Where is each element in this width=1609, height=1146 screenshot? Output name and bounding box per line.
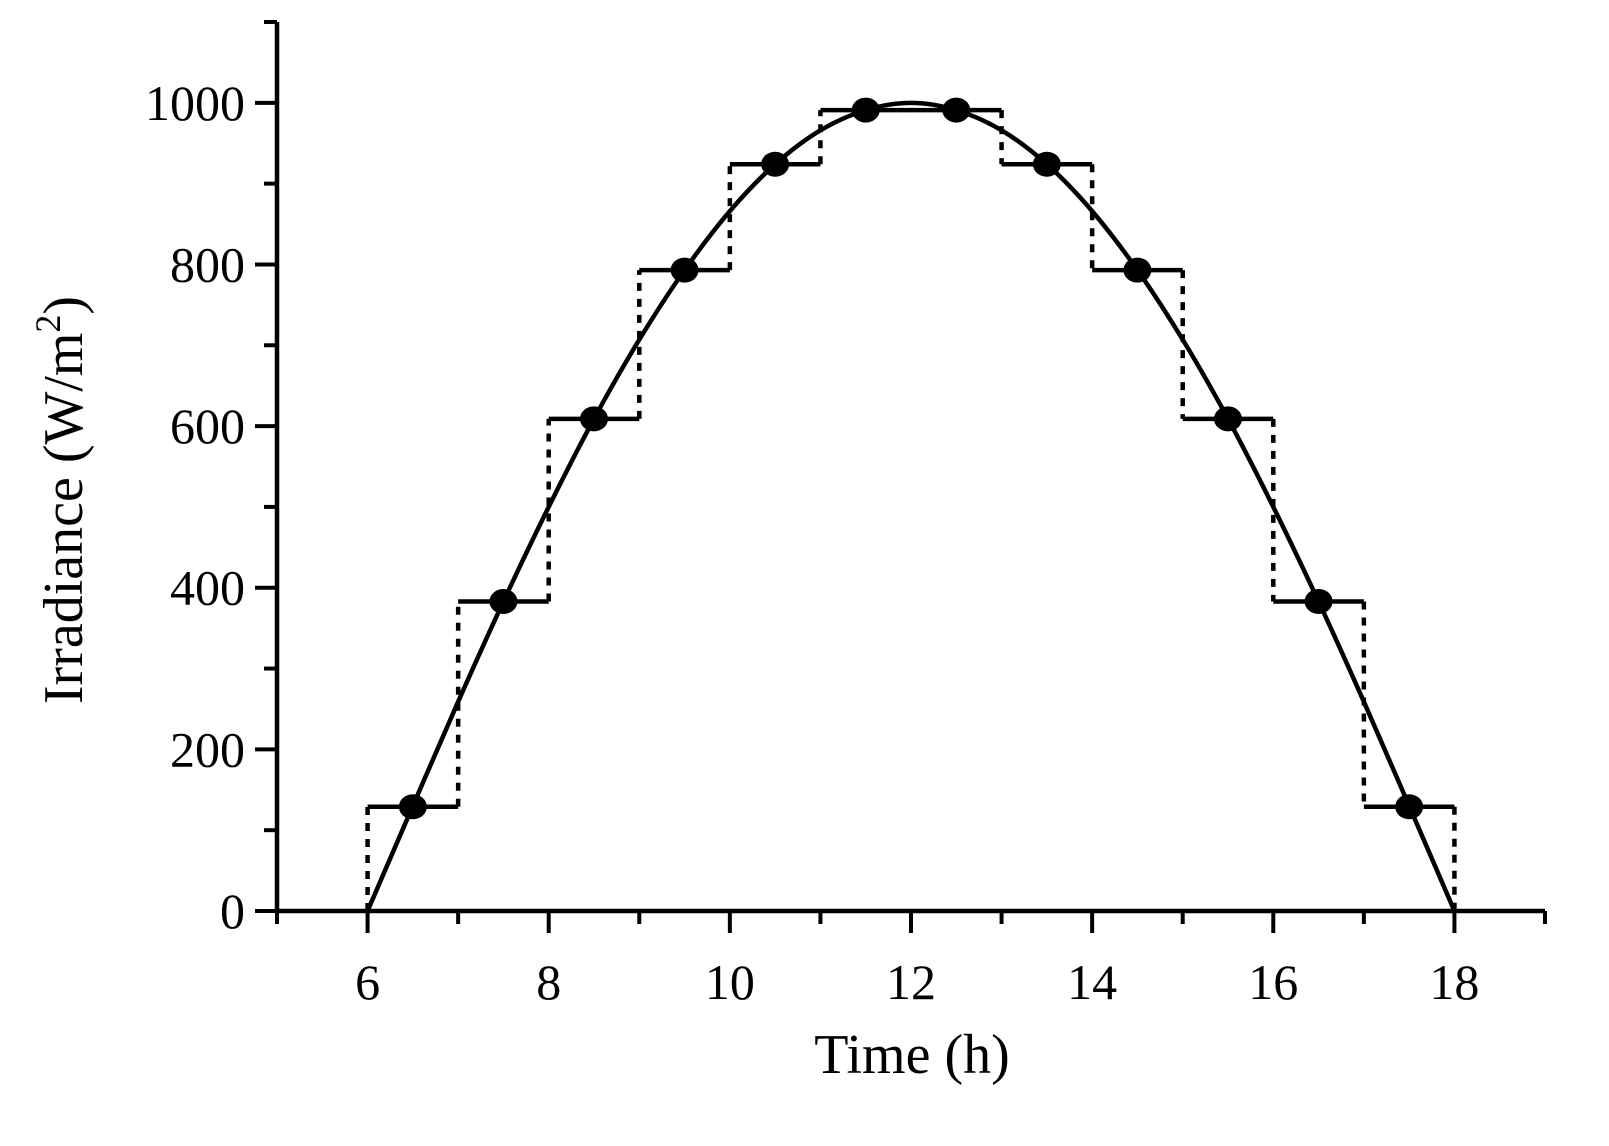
x-tick-label: 6 <box>355 954 380 1010</box>
data-point <box>398 794 427 820</box>
data-point <box>670 257 699 283</box>
y-axis-title-superscript: 2 <box>28 315 68 333</box>
y-tick-label: 600 <box>170 398 245 454</box>
x-tick-label: 12 <box>886 954 936 1010</box>
axes <box>274 22 1545 914</box>
x-tick-label: 16 <box>1248 954 1298 1010</box>
data-point <box>1032 151 1061 177</box>
x-axis-ticks <box>275 911 1547 933</box>
data-point <box>1123 257 1152 283</box>
data-point <box>489 588 518 614</box>
data-point <box>1395 794 1424 820</box>
x-tick-label: 14 <box>1067 954 1117 1010</box>
x-axis-title: Time (h) <box>814 1024 1010 1086</box>
data-point <box>580 406 608 432</box>
y-axis-title-main: Irradiance (W/m <box>33 333 95 705</box>
data-points <box>398 97 1424 820</box>
x-tick-label: 10 <box>705 954 755 1010</box>
x-axis-tick-labels: 6 8 10 12 14 16 18 <box>355 954 1479 1010</box>
hourly-average-steps <box>365 107 1457 911</box>
y-axis-title: Irradiance (W/m2) <box>28 296 95 704</box>
y-tick-label: 0 <box>220 883 245 939</box>
data-point <box>1214 406 1242 432</box>
y-axis-ticks <box>255 20 277 913</box>
data-point <box>942 97 971 123</box>
y-axis-tick-labels: 0 200 400 600 800 1000 <box>145 75 245 939</box>
y-tick-label: 200 <box>170 721 245 777</box>
data-point <box>1304 588 1333 614</box>
y-tick-label: 800 <box>170 236 245 292</box>
y-axis-title-close: ) <box>33 296 95 315</box>
irradiance-curve <box>365 100 1457 912</box>
data-point <box>851 97 880 123</box>
y-tick-label: 400 <box>170 560 245 616</box>
data-point <box>761 151 790 177</box>
x-tick-label: 8 <box>536 954 561 1010</box>
x-tick-label: 18 <box>1429 954 1479 1010</box>
y-tick-label: 1000 <box>145 75 245 131</box>
